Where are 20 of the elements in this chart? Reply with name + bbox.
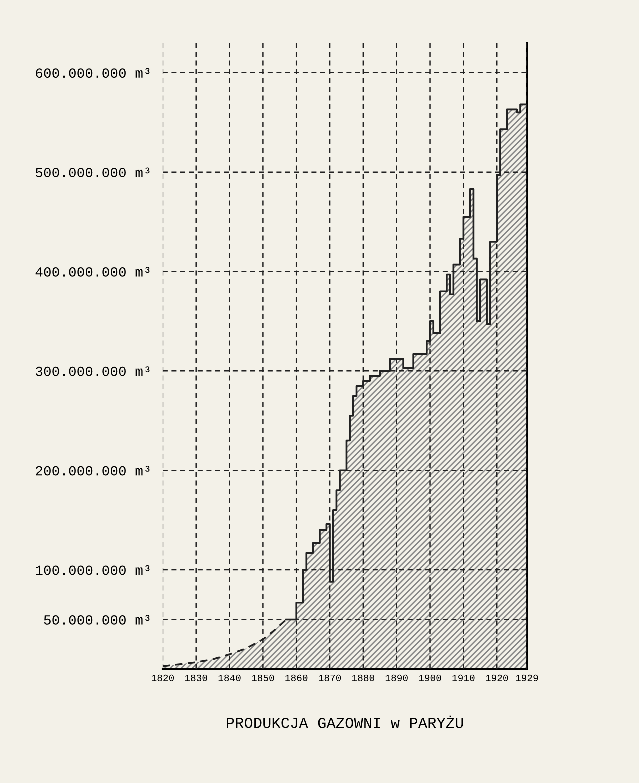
x-tick-label: 1870 xyxy=(319,674,342,682)
x-tick-label: 1929 xyxy=(516,674,538,682)
x-tick-label: 1890 xyxy=(386,674,408,682)
y-tick-label: 500.000.000 m³ xyxy=(36,168,150,178)
x-tick-label: 1920 xyxy=(486,674,508,682)
y-tick-label: 300.000.000 m³ xyxy=(36,366,150,376)
x-tick-label: 1820 xyxy=(152,674,174,682)
y-tick-label: 400.000.000 m³ xyxy=(36,267,150,277)
y-tick-label: 50.000.000 m³ xyxy=(44,615,150,625)
x-tick-label: 1900 xyxy=(419,674,442,682)
y-tick-label: 100.000.000 m³ xyxy=(36,565,150,576)
x-tick-label: 1910 xyxy=(452,674,475,682)
x-tick-label: 1850 xyxy=(252,674,274,682)
x-tick-label: 1860 xyxy=(286,674,308,682)
y-tick-label: 600.000.000 m³ xyxy=(36,68,150,78)
x-tick-label: 1830 xyxy=(185,674,208,682)
x-tick-label: 1840 xyxy=(218,674,241,682)
x-tick-label: 1880 xyxy=(352,674,375,682)
text: PRODUKCJA GAZOWNI w PARYŻU xyxy=(227,716,464,728)
y-tick-label: 200.000.000 m³ xyxy=(36,466,150,476)
